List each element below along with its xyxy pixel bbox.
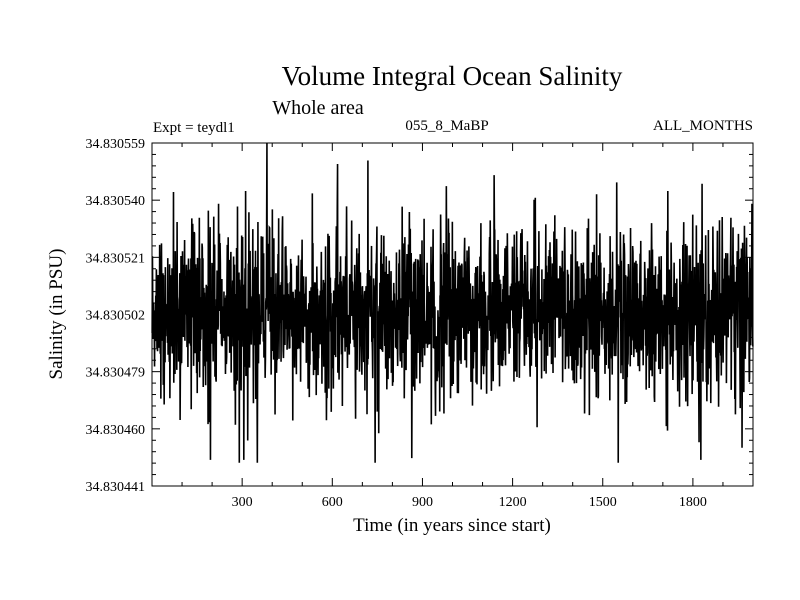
y-tick-label: 34.830441 <box>86 480 146 495</box>
experiment-label: Expt = teydl1 <box>153 120 235 136</box>
y-tick-label: 34.830521 <box>86 251 146 266</box>
chart-title: Volume Integral Ocean Salinity <box>282 61 623 91</box>
y-tick-label: 34.830460 <box>86 423 146 438</box>
x-tick-label: 300 <box>232 495 253 510</box>
x-axis-label: Time (in years since start) <box>353 515 551 536</box>
x-tick-label: 1500 <box>589 495 617 510</box>
x-tick-label: 900 <box>412 495 433 510</box>
y-axis-label: Salinity (in PSU) <box>46 249 67 380</box>
chart-subtitle: Whole area <box>272 97 364 119</box>
months-label: ALL_MONTHS <box>653 118 753 134</box>
y-tick-label: 34.830479 <box>86 366 146 381</box>
plot-layer <box>151 142 754 463</box>
x-tick-label: 1200 <box>499 495 527 510</box>
y-tick-label: 34.830540 <box>86 194 146 209</box>
x-tick-label: 1800 <box>679 495 707 510</box>
salinity-series-line <box>151 142 754 463</box>
y-tick-label: 34.830559 <box>86 137 146 152</box>
run-label: 055_8_MaBP <box>405 118 488 134</box>
x-tick-label: 600 <box>322 495 343 510</box>
axes-layer: 300 600 900 1200 1500 1800 34.830441 34.830460 3… <box>86 137 753 510</box>
y-tick-label: 34.830502 <box>86 309 146 324</box>
